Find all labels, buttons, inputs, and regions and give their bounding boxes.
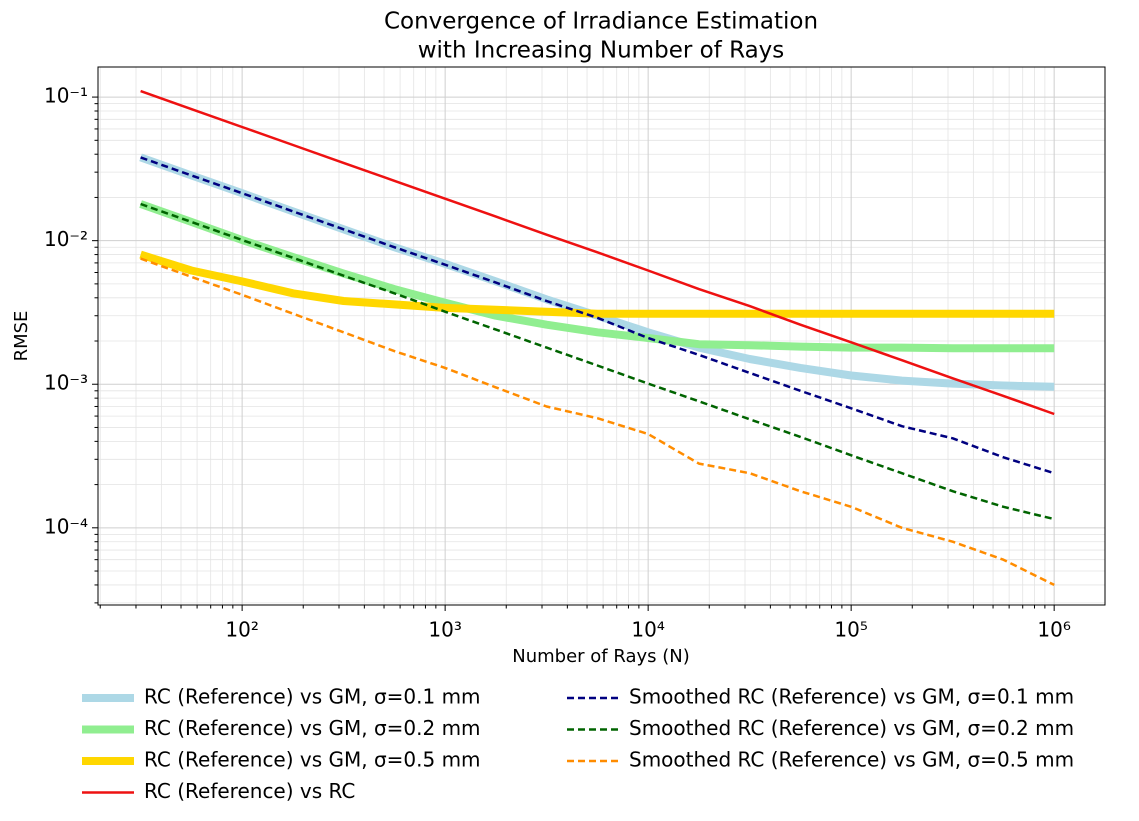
series-line [140,89,1055,416]
legend-label: RC (Reference) vs RC [144,779,355,803]
chart-title: with Increasing Number of Rays [418,38,785,64]
chart-title: Convergence of Irradiance Estimation [384,9,818,35]
legend-label: RC (Reference) vs GM, σ=0.2 mm [144,716,481,740]
series-line [139,250,1055,318]
x-tick-label: 10⁵ [834,618,867,642]
series-line [139,200,1055,353]
y-tick-label: 10⁻⁴ [44,514,88,538]
x-tick-label: 10³ [428,618,461,642]
legend-label: Smoothed RC (Reference) vs GM, σ=0.2 mm [629,716,1074,740]
x-tick-label: 10⁴ [631,618,664,642]
legend-label: Smoothed RC (Reference) vs GM, σ=0.5 mm [629,748,1074,772]
legend-label: Smoothed RC (Reference) vs GM, σ=0.1 mm [629,685,1074,709]
x-axis-label: Number of Rays (N) [512,646,690,667]
y-tick-label: 10⁻³ [44,371,88,395]
series-line [140,156,1055,475]
series-line [139,153,1055,391]
y-tick-label: 10⁻¹ [44,84,88,108]
plot-frame [97,66,1106,606]
series-line [140,202,1055,521]
y-tick-label: 10⁻² [44,227,88,251]
y-axis-label: RMSE [11,311,32,362]
series-line [140,257,1055,587]
x-tick-label: 10² [225,618,258,642]
legend-label: RC (Reference) vs GM, σ=0.1 mm [144,685,481,709]
legend-label: RC (Reference) vs GM, σ=0.5 mm [144,748,481,772]
x-tick-label: 10⁶ [1037,618,1070,642]
